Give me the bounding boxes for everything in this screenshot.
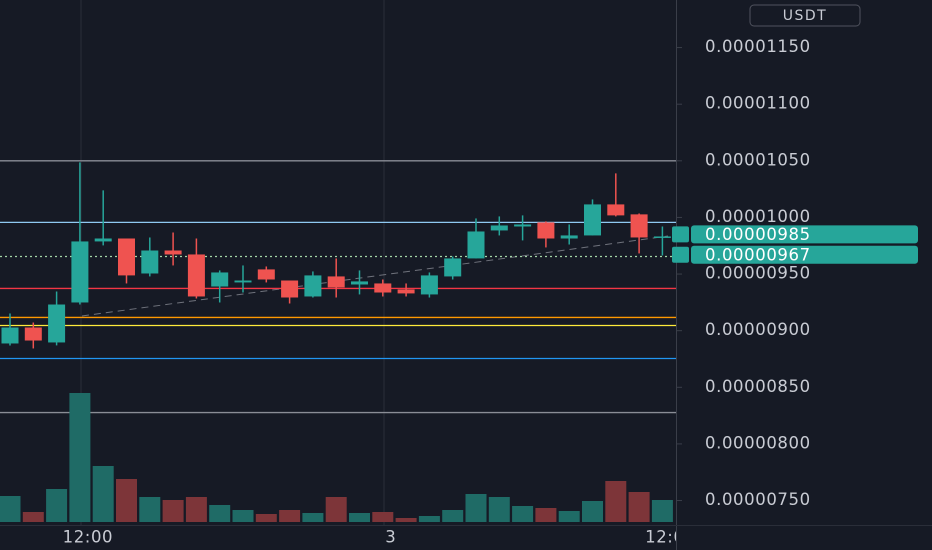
price-label: 0.00000967 <box>705 245 811 264</box>
volume-bar <box>209 505 231 522</box>
y-tick-label: 0.00001150 <box>705 37 811 56</box>
candle-body <box>514 224 532 227</box>
volume-bar <box>535 508 557 522</box>
volume-bar <box>512 506 534 522</box>
x-tick-label: 3 <box>385 528 396 547</box>
candle-body <box>560 235 578 239</box>
volume-bar <box>465 494 487 522</box>
candle-body <box>607 204 625 216</box>
volume-bar <box>162 500 184 522</box>
candle-body <box>141 250 159 274</box>
y-tick-label: 0.00000950 <box>705 264 811 283</box>
price-label-tab <box>672 226 689 243</box>
price-label: 0.00000985 <box>705 225 811 244</box>
price-label-box <box>691 225 918 244</box>
volume-bar <box>302 513 324 522</box>
y-tick-label: 0.00000800 <box>705 433 811 452</box>
candle-body <box>71 241 89 303</box>
y-tick-label: 0.00000750 <box>705 490 811 509</box>
y-tick-label: 0.00000900 <box>705 320 811 339</box>
candle-body <box>420 275 438 295</box>
volume-bar <box>279 510 301 522</box>
volume-bar <box>185 497 207 522</box>
volume-bar <box>418 516 440 522</box>
candle-body <box>444 258 462 277</box>
candle-body <box>118 238 135 276</box>
trend-line <box>81 235 669 317</box>
volume-bar <box>488 497 510 522</box>
volume-bar <box>69 393 91 522</box>
currency-box[interactable] <box>749 4 861 27</box>
volume-bar <box>232 510 254 522</box>
volume-bar <box>22 512 44 522</box>
candle-body <box>48 304 66 343</box>
volume-bar <box>46 489 68 522</box>
candle-body <box>653 236 671 238</box>
currency-label[interactable]: USDT <box>783 8 827 24</box>
candle-body <box>490 225 508 231</box>
candle-body <box>374 283 392 293</box>
y-tick-label: 0.00001050 <box>705 150 811 169</box>
y-tick-label: 0.00001000 <box>705 207 811 226</box>
volume-bar <box>116 479 137 522</box>
volume-bar <box>605 481 627 522</box>
candle-body <box>351 281 368 285</box>
volume-bar <box>325 497 347 522</box>
volume-bar <box>628 492 650 522</box>
candle-body <box>327 276 345 288</box>
candle-body <box>257 269 275 280</box>
volume-bar <box>395 518 417 522</box>
volume-bar <box>582 501 603 522</box>
price-label-tab <box>672 246 689 263</box>
x-tick-label: 12:00 <box>63 528 114 547</box>
candle-body <box>187 254 205 297</box>
candle-body <box>537 222 555 239</box>
volume-bar <box>558 511 580 522</box>
candle-body <box>304 275 322 297</box>
volume-bar <box>372 512 394 522</box>
candle-body <box>584 204 601 236</box>
volume-bar <box>139 497 161 522</box>
y-tick-label: 0.00000850 <box>705 377 811 396</box>
candle-body <box>24 327 42 341</box>
price-label-box <box>691 245 918 264</box>
candle-body <box>397 289 415 294</box>
candle-body <box>211 272 229 287</box>
candle-body <box>94 238 112 242</box>
volume-bar <box>0 496 21 522</box>
plot-area <box>0 160 676 522</box>
volume-bar <box>255 514 277 522</box>
candle-body <box>630 214 648 238</box>
volume-bar <box>442 510 464 522</box>
y-tick-label: 0.00001100 <box>705 94 811 113</box>
volume-bar <box>349 513 370 522</box>
x-tick-label: 12:00 <box>645 528 696 547</box>
volume-bar <box>92 466 114 522</box>
candle-body <box>234 280 252 283</box>
candle-body <box>467 231 485 259</box>
candle-body <box>1 327 19 344</box>
volume-bar <box>651 500 673 522</box>
candle-body <box>164 250 182 255</box>
candle-body <box>281 280 299 298</box>
